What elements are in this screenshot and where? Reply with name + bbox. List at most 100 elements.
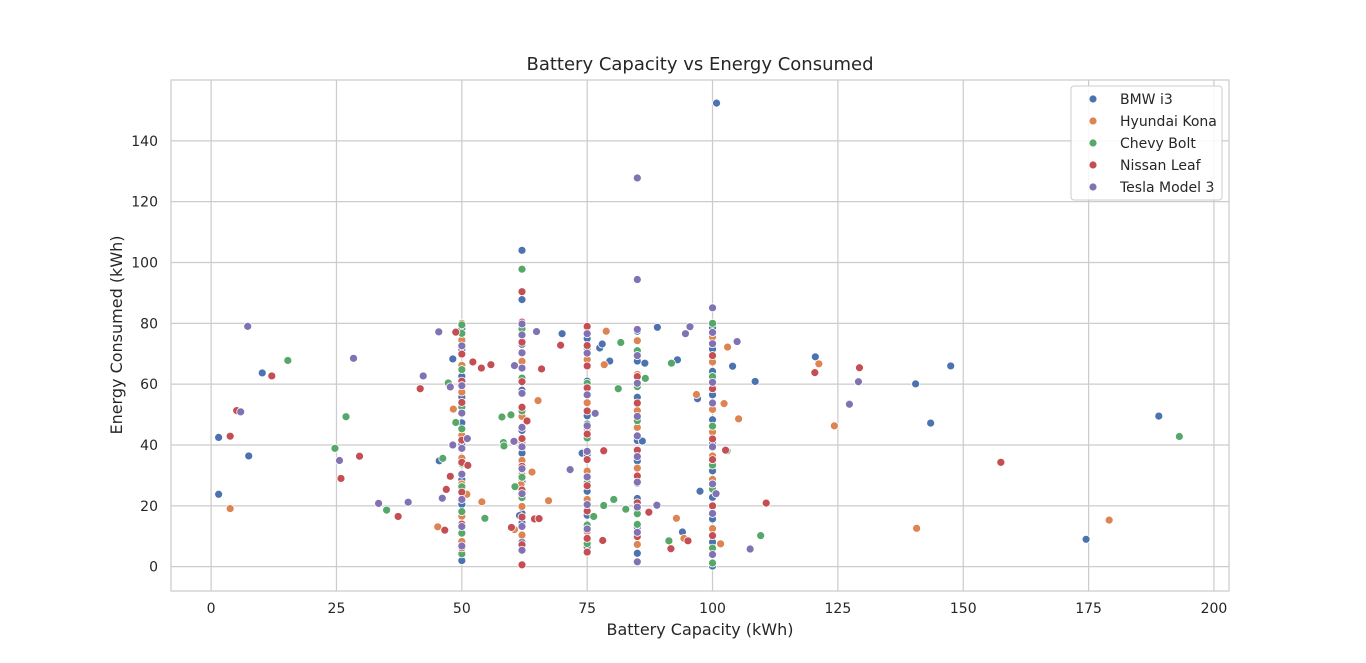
point-tesla-model-3	[632, 173, 642, 183]
point-tesla-model-3	[457, 408, 467, 418]
x-tick-label: 175	[1075, 601, 1102, 617]
point-nissan-leaf	[355, 451, 364, 461]
point-bmw-i3	[695, 486, 705, 496]
point-tesla-model-3	[632, 452, 642, 461]
point-nissan-leaf	[517, 560, 527, 570]
legend-marker	[1088, 116, 1098, 126]
point-tesla-model-3	[632, 351, 642, 360]
point-bmw-i3	[946, 361, 956, 371]
y-tick-label: 20	[140, 499, 158, 515]
point-tesla-model-3	[582, 524, 592, 534]
point-bmw-i3	[244, 451, 254, 461]
point-chevy-bolt	[517, 472, 527, 482]
x-tick-label: 25	[328, 601, 346, 617]
point-chevy-bolt	[497, 412, 507, 422]
point-nissan-leaf	[451, 327, 461, 337]
point-hyundai-kona	[814, 359, 824, 369]
x-tick-label: 150	[950, 601, 977, 617]
point-tesla-model-3	[745, 544, 755, 554]
point-tesla-model-3	[517, 422, 527, 432]
point-bmw-i3	[926, 418, 936, 428]
point-nissan-leaf	[582, 481, 592, 491]
point-nissan-leaf	[445, 471, 455, 481]
point-hyundai-kona	[601, 326, 611, 336]
point-hyundai-kona	[477, 497, 487, 507]
y-tick-label: 100	[131, 256, 158, 272]
point-tesla-model-3	[732, 337, 742, 346]
point-nissan-leaf	[517, 287, 527, 297]
point-chevy-bolt	[499, 441, 509, 451]
point-tesla-model-3	[708, 303, 717, 313]
point-chevy-bolt	[1174, 432, 1184, 441]
point-chevy-bolt	[613, 384, 623, 394]
point-chevy-bolt	[438, 453, 448, 463]
point-tesla-model-3	[437, 493, 447, 503]
point-nissan-leaf	[708, 531, 717, 541]
point-tesla-model-3	[708, 509, 717, 518]
point-nissan-leaf	[632, 398, 642, 408]
y-tick-label: 140	[131, 134, 158, 150]
point-hyundai-kona	[734, 414, 744, 424]
legend-marker	[1088, 182, 1098, 192]
point-nissan-leaf	[517, 434, 527, 444]
point-tesla-model-3	[708, 442, 717, 452]
point-tesla-model-3	[457, 443, 467, 453]
point-tesla-model-3	[632, 325, 642, 334]
point-tesla-model-3	[681, 329, 690, 339]
point-tesla-model-3	[236, 407, 246, 417]
point-chevy-bolt	[283, 356, 293, 365]
point-chevy-bolt	[517, 264, 527, 274]
y-tick-label: 0	[149, 560, 158, 576]
point-tesla-model-3	[517, 522, 527, 531]
point-chevy-bolt	[667, 358, 676, 368]
x-tick-label: 200	[1201, 601, 1228, 617]
point-tesla-model-3	[510, 361, 519, 371]
point-chevy-bolt	[457, 507, 467, 517]
point-tesla-model-3	[457, 541, 467, 551]
point-hyundai-kona	[599, 360, 609, 370]
point-bmw-i3	[214, 489, 224, 499]
point-tesla-model-3	[445, 382, 455, 392]
point-hyundai-kona	[1104, 515, 1114, 525]
point-tesla-model-3	[632, 275, 642, 284]
point-chevy-bolt	[616, 338, 626, 347]
legend-label: Nissan Leaf	[1120, 158, 1202, 174]
point-bmw-i3	[257, 368, 267, 378]
point-tesla-model-3	[685, 322, 695, 332]
y-tick-labels: 0 20 40 60 80 100 120 140	[131, 134, 158, 576]
point-nissan-leaf	[708, 501, 717, 511]
point-nissan-leaf	[708, 351, 717, 360]
point-hyundai-kona	[912, 523, 922, 533]
point-nissan-leaf	[666, 544, 676, 554]
point-hyundai-kona	[829, 421, 839, 431]
point-bmw-i3	[712, 98, 721, 108]
point-tesla-model-3	[374, 498, 383, 508]
point-nissan-leaf	[582, 361, 592, 371]
point-tesla-model-3	[335, 456, 344, 465]
point-hyundai-kona	[632, 540, 642, 549]
point-tesla-model-3	[652, 500, 662, 510]
point-bmw-i3	[1081, 534, 1091, 544]
point-tesla-model-3	[708, 479, 717, 489]
x-tick-label: 0	[207, 601, 216, 617]
point-chevy-bolt	[480, 513, 490, 523]
x-tick-label: 50	[453, 601, 471, 617]
point-bmw-i3	[448, 354, 458, 364]
point-nissan-leaf	[507, 523, 516, 532]
point-nissan-leaf	[267, 371, 277, 381]
point-bmw-i3	[640, 358, 650, 368]
y-axis-label: Energy Consumed (kWh)	[107, 235, 126, 434]
point-nissan-leaf	[457, 398, 467, 407]
point-nissan-leaf	[708, 455, 717, 465]
point-chevy-bolt	[382, 505, 392, 515]
point-tesla-model-3	[708, 328, 717, 337]
point-tesla-model-3	[517, 464, 527, 474]
point-bmw-i3	[911, 379, 921, 389]
point-bmw-i3	[214, 432, 224, 442]
point-nissan-leaf	[582, 455, 592, 465]
y-tick-label: 120	[131, 195, 158, 211]
point-tesla-model-3	[349, 353, 358, 363]
point-tesla-model-3	[517, 348, 527, 358]
point-nissan-leaf	[522, 416, 532, 426]
point-hyundai-kona	[716, 539, 725, 549]
